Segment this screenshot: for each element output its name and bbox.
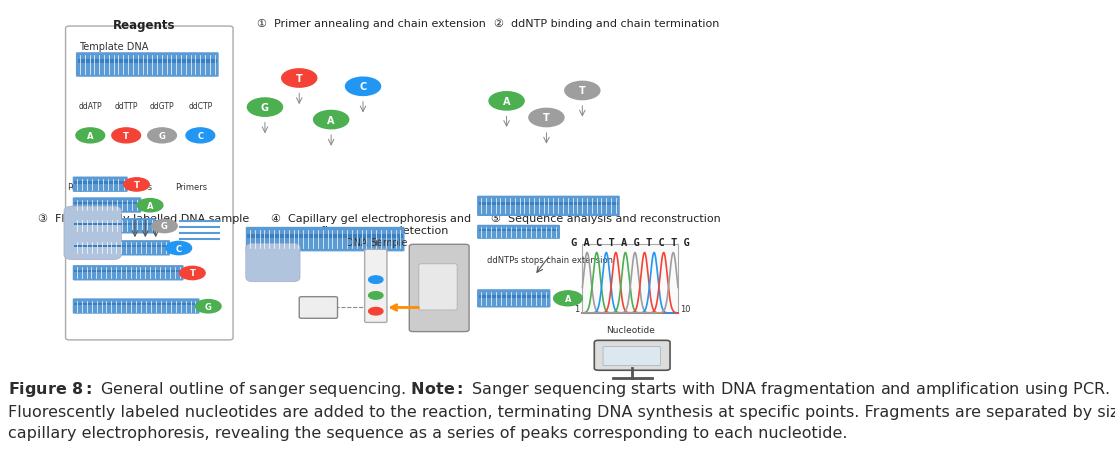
Circle shape xyxy=(112,129,140,143)
Circle shape xyxy=(195,300,221,313)
FancyBboxPatch shape xyxy=(299,297,338,318)
Text: ④  Capillary gel electrophoresis and
        fluorescence detection: ④ Capillary gel electrophoresis and fluo… xyxy=(271,214,471,235)
Text: ddNTPs stops chain extension: ddNTPs stops chain extension xyxy=(487,255,613,264)
Circle shape xyxy=(152,220,177,233)
Text: C: C xyxy=(176,244,182,253)
Text: ddGTP: ddGTP xyxy=(149,101,174,110)
Text: G: G xyxy=(161,222,168,231)
Text: A: A xyxy=(564,294,571,303)
Text: 10: 10 xyxy=(680,304,691,313)
FancyBboxPatch shape xyxy=(594,341,670,370)
Text: C: C xyxy=(197,132,203,141)
Circle shape xyxy=(124,179,149,192)
Circle shape xyxy=(565,82,600,101)
Text: Detector: Detector xyxy=(300,304,337,312)
Circle shape xyxy=(137,199,163,212)
Circle shape xyxy=(147,129,176,143)
FancyBboxPatch shape xyxy=(75,303,198,306)
Text: T: T xyxy=(543,113,550,123)
Text: ①  Primer annealing and chain extension: ① Primer annealing and chain extension xyxy=(256,18,485,29)
FancyBboxPatch shape xyxy=(603,347,660,366)
FancyBboxPatch shape xyxy=(478,295,549,298)
Circle shape xyxy=(529,109,564,127)
Circle shape xyxy=(76,129,105,143)
FancyBboxPatch shape xyxy=(75,202,139,205)
Circle shape xyxy=(248,99,282,117)
Circle shape xyxy=(346,78,380,96)
Text: T: T xyxy=(124,132,129,141)
Text: G: G xyxy=(158,132,165,141)
FancyBboxPatch shape xyxy=(477,290,551,308)
FancyBboxPatch shape xyxy=(245,244,300,282)
FancyBboxPatch shape xyxy=(365,250,387,323)
Text: T: T xyxy=(134,180,139,189)
FancyBboxPatch shape xyxy=(66,27,233,340)
Circle shape xyxy=(313,111,349,129)
Text: Primers: Primers xyxy=(175,183,207,192)
FancyBboxPatch shape xyxy=(477,225,560,239)
Text: ddTTP: ddTTP xyxy=(115,101,138,110)
FancyBboxPatch shape xyxy=(75,245,168,248)
Text: ddATP: ddATP xyxy=(78,101,103,110)
Circle shape xyxy=(554,291,582,306)
FancyBboxPatch shape xyxy=(409,245,469,332)
Text: A: A xyxy=(147,201,154,210)
FancyBboxPatch shape xyxy=(72,240,171,256)
Text: A: A xyxy=(503,97,511,106)
Circle shape xyxy=(166,242,192,255)
Text: T: T xyxy=(295,74,302,84)
Text: DNA Sample: DNA Sample xyxy=(346,237,407,247)
Text: C: C xyxy=(359,82,367,92)
Text: ③  Fluorescently labelled DNA sample: ③ Fluorescently labelled DNA sample xyxy=(38,214,250,224)
FancyBboxPatch shape xyxy=(477,196,620,216)
Text: G: G xyxy=(205,302,212,311)
FancyBboxPatch shape xyxy=(75,182,126,184)
Text: G A C T A G T C T G: G A C T A G T C T G xyxy=(571,238,689,248)
Text: ②  ddNTP binding and chain termination: ② ddNTP binding and chain termination xyxy=(494,18,719,29)
Text: Laser: Laser xyxy=(421,305,448,315)
FancyBboxPatch shape xyxy=(75,270,182,272)
FancyBboxPatch shape xyxy=(248,235,403,239)
FancyBboxPatch shape xyxy=(478,230,559,232)
Circle shape xyxy=(180,267,205,280)
Text: G: G xyxy=(261,103,269,113)
Text: Reagents: Reagents xyxy=(113,18,175,32)
FancyBboxPatch shape xyxy=(78,60,217,64)
Text: Nucleotide: Nucleotide xyxy=(605,326,655,335)
FancyBboxPatch shape xyxy=(72,177,128,193)
FancyBboxPatch shape xyxy=(72,198,142,213)
FancyBboxPatch shape xyxy=(72,266,184,281)
FancyBboxPatch shape xyxy=(64,207,122,260)
FancyBboxPatch shape xyxy=(419,264,457,310)
FancyBboxPatch shape xyxy=(76,53,219,78)
Text: $\bf{Figure\ 8:}$ General outline of sanger sequencing. $\bf{Note:}$ Sanger sequ: $\bf{Figure\ 8:}$ General outline of san… xyxy=(8,380,1115,441)
Text: ⑤  Sequence analysis and reconstruction: ⑤ Sequence analysis and reconstruction xyxy=(492,214,721,224)
FancyBboxPatch shape xyxy=(478,202,618,206)
Circle shape xyxy=(489,92,524,111)
Text: Template DNA: Template DNA xyxy=(79,41,148,51)
Text: 1: 1 xyxy=(574,304,579,313)
FancyBboxPatch shape xyxy=(72,299,200,314)
FancyBboxPatch shape xyxy=(245,227,405,252)
Text: A: A xyxy=(87,132,94,141)
Text: A: A xyxy=(328,115,334,125)
Circle shape xyxy=(186,129,215,143)
Text: Polymerase: Polymerase xyxy=(67,183,116,192)
Circle shape xyxy=(369,308,382,315)
Text: T: T xyxy=(190,269,195,278)
FancyBboxPatch shape xyxy=(72,219,156,234)
FancyBboxPatch shape xyxy=(75,223,154,226)
Circle shape xyxy=(369,276,382,284)
Text: ddCTP: ddCTP xyxy=(188,101,213,110)
Text: dNTPs: dNTPs xyxy=(127,183,153,192)
Text: T: T xyxy=(579,86,585,96)
Circle shape xyxy=(369,292,382,299)
Circle shape xyxy=(282,70,317,88)
FancyBboxPatch shape xyxy=(582,245,678,313)
